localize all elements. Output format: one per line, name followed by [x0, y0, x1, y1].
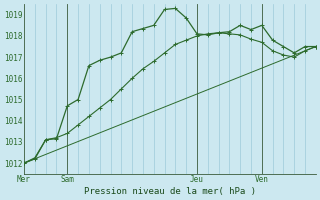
X-axis label: Pression niveau de la mer( hPa ): Pression niveau de la mer( hPa ): [84, 187, 256, 196]
